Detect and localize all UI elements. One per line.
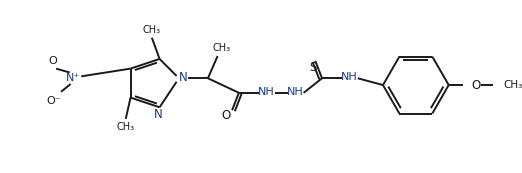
Text: O: O [471, 79, 480, 92]
Text: O⁻: O⁻ [46, 97, 61, 107]
Text: N: N [180, 71, 188, 84]
Text: CH₃: CH₃ [504, 80, 522, 90]
Text: NH: NH [341, 72, 358, 82]
Text: N⁺: N⁺ [65, 73, 80, 83]
Text: O: O [49, 56, 57, 66]
Text: NH: NH [257, 87, 275, 97]
Text: CH₃: CH₃ [212, 43, 231, 53]
Text: O: O [222, 110, 231, 122]
Text: CH₃: CH₃ [116, 122, 135, 132]
Text: CH₃: CH₃ [143, 25, 161, 35]
Text: S: S [310, 61, 317, 74]
Text: NH: NH [287, 87, 303, 97]
Text: N: N [154, 108, 163, 121]
